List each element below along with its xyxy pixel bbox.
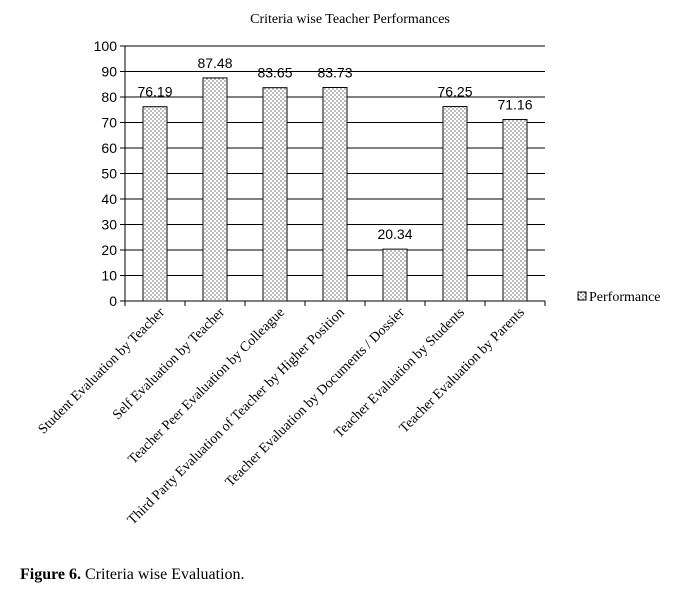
- y-tick-label: 50: [101, 166, 117, 182]
- x-tick-label: Teacher Evaluation by Students: [332, 305, 468, 441]
- x-tick-label: Student Evaluation by Teacher: [36, 305, 168, 437]
- bar: [382, 248, 408, 302]
- bar: [262, 87, 288, 302]
- figure-caption-text: Criteria wise Evaluation.: [81, 566, 245, 583]
- data-label: 76.25: [437, 84, 472, 100]
- y-tick-label: 70: [101, 115, 117, 131]
- y-tick-label: 30: [101, 217, 117, 233]
- figure-label: Figure 6.: [20, 566, 82, 583]
- bar: [142, 106, 168, 302]
- data-label: 76.19: [137, 84, 172, 100]
- x-tick-label: Self Evaluation by Teacher: [110, 305, 228, 423]
- figure-caption: Figure 6. Criteria wise Evaluation.: [20, 566, 245, 584]
- data-label: 71.16: [497, 97, 532, 113]
- x-tick-label: Third Party Evaluation of Teacher by Hig…: [125, 305, 348, 528]
- y-tick-label: 100: [94, 38, 118, 54]
- legend-swatch: [577, 291, 587, 301]
- y-tick-label: 10: [101, 268, 117, 284]
- y-tick-label: 60: [101, 140, 117, 156]
- y-tick-label: 80: [101, 89, 117, 105]
- bar: [202, 77, 228, 302]
- y-tick-label: 40: [101, 191, 117, 207]
- data-label: 83.73: [317, 64, 352, 80]
- x-tick-label: Teacher Evaluation by Parents: [397, 305, 528, 436]
- y-tick-label: 20: [101, 242, 117, 258]
- data-label: 20.34: [377, 226, 412, 242]
- y-tick-label: 90: [101, 64, 117, 80]
- data-label: 83.65: [257, 65, 292, 81]
- bar-chart: Criteria wise Teacher Performances 0 10 20…: [36, 12, 661, 528]
- y-tick-label: 0: [109, 293, 117, 309]
- legend-label: Performance: [589, 290, 661, 305]
- chart-title: Criteria wise Teacher Performances: [250, 12, 450, 27]
- data-label: 87.48: [197, 55, 232, 71]
- bar: [502, 119, 528, 302]
- bar: [442, 106, 468, 302]
- bar: [322, 86, 348, 302]
